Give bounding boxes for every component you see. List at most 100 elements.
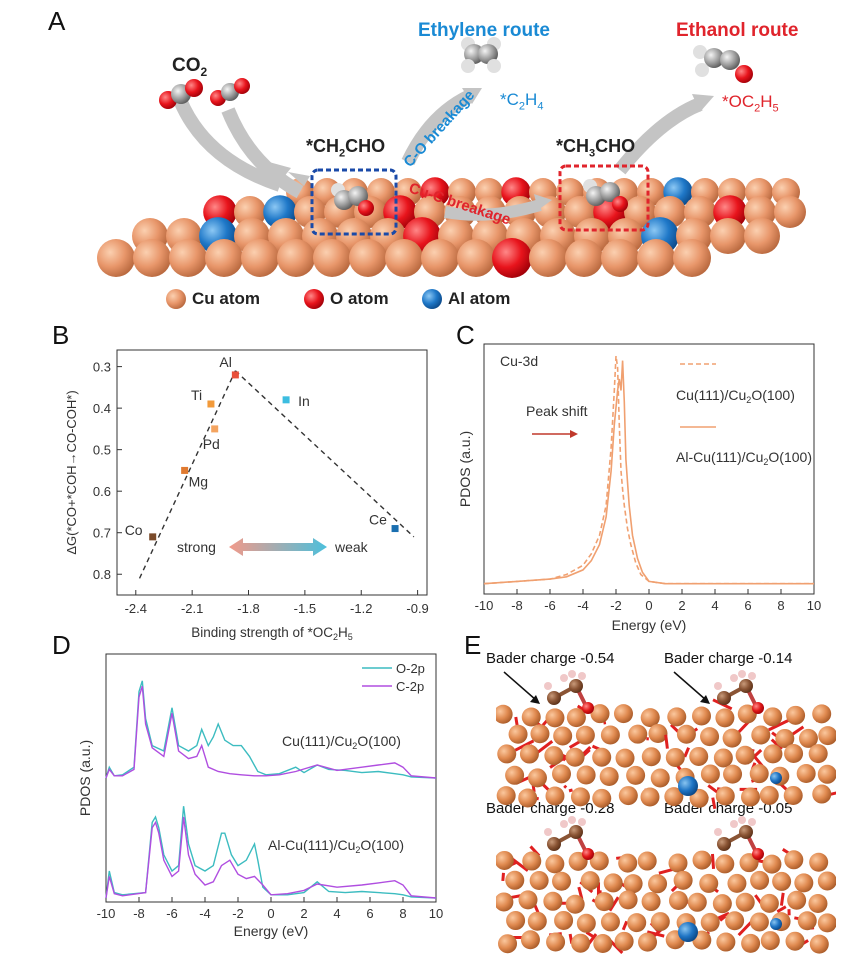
cu-atom [817, 764, 836, 784]
cu-atom [566, 708, 586, 728]
cu-atom [689, 746, 709, 766]
cu-atom [544, 746, 564, 766]
legend-label-c2p: C-2p [396, 679, 424, 694]
label-al-cu111: Al-Cu(111)/Cu2O(100) [268, 837, 404, 855]
cu-atom [812, 704, 832, 724]
cu-atom [529, 239, 567, 277]
cu-atom [506, 911, 526, 931]
cu-atom [505, 870, 525, 890]
o-bond [710, 853, 716, 870]
structure-4 [658, 816, 836, 954]
cu-atom [593, 933, 613, 953]
cu-atom [508, 724, 528, 744]
ethylene-route-title: Ethylene route [418, 20, 550, 41]
cu-atom [349, 239, 387, 277]
cu-atom [774, 196, 806, 228]
cu-atom [518, 890, 538, 910]
point-label-in: In [298, 393, 310, 409]
o-atom [752, 848, 764, 860]
cu-atom [725, 911, 745, 931]
cu-atom [623, 874, 643, 894]
ch3cho-molecule [583, 179, 628, 212]
cu-atom [615, 748, 635, 768]
cu-atom-legend-label: Cu atom [192, 289, 260, 308]
o-bond [514, 739, 535, 752]
c-atom [739, 825, 753, 839]
cu-atom [715, 854, 735, 874]
x-tick-label: -2 [232, 906, 244, 921]
x-tick-label: -1.2 [350, 601, 372, 616]
cu-atom [613, 704, 633, 724]
cu-atom [735, 745, 755, 765]
cu-atom [565, 747, 585, 767]
o-atom [582, 848, 594, 860]
pointer-arrow [503, 671, 537, 701]
o-bond [707, 784, 719, 794]
cu-atom [241, 239, 279, 277]
h-atom [748, 818, 756, 826]
cu-atom [759, 785, 779, 805]
pdos-series-2 [483, 360, 814, 585]
cu-atom [637, 851, 657, 871]
ethanol-route-title: Ethanol route [676, 20, 799, 41]
h-atom [560, 674, 568, 682]
h-atom [568, 670, 576, 678]
o-atom [492, 238, 532, 278]
x-axis-label: Binding strength of *OC2H5 [191, 625, 353, 640]
cu-atom [457, 239, 495, 277]
al-atom [770, 918, 782, 930]
cu-atom [687, 892, 707, 912]
o-bond [658, 867, 674, 875]
o-bond [501, 872, 505, 882]
label-cu111: Cu(111)/Cu2O(100) [282, 733, 401, 751]
cu-atom [592, 788, 612, 808]
cu-atom [796, 764, 816, 784]
cu-atom [618, 890, 638, 910]
cu-atom [626, 765, 646, 785]
x-tick-label: -2.1 [181, 601, 203, 616]
pointer-arrow [673, 671, 707, 701]
point-co [149, 533, 157, 541]
al-atom [770, 772, 782, 784]
x-axis-label: Energy (eV) [612, 617, 687, 633]
cu-atom [545, 708, 565, 728]
cu-atom [808, 893, 828, 913]
al-atom [678, 776, 698, 796]
point-in [282, 396, 290, 404]
cu-atom [496, 786, 516, 806]
co2-label: CO2 [172, 55, 208, 79]
x-tick-label: 8 [399, 906, 406, 921]
c-atom [547, 837, 561, 851]
cu-atom [798, 728, 818, 748]
ch3cho-label: *CH3CHO [556, 136, 636, 160]
h-atom [730, 674, 738, 682]
cu-atom [818, 726, 836, 746]
cu3d-title: Cu-3d [500, 353, 538, 369]
arrow-co2-1 [173, 97, 283, 192]
weak-label: weak [334, 539, 369, 555]
cu-atom [772, 871, 792, 891]
o-atom [582, 702, 594, 714]
cu-atom [545, 854, 565, 874]
cu-atom [700, 727, 720, 747]
o-bond [646, 930, 665, 938]
x-tick-label: -1.8 [237, 601, 259, 616]
c-atom [569, 679, 583, 693]
cu-atom [543, 891, 563, 911]
cu-atom [741, 933, 761, 953]
cu-atom [785, 931, 805, 951]
cu-atom [650, 768, 670, 788]
fit-line-2 [234, 370, 415, 538]
o-bond [768, 718, 790, 732]
cu-atom [641, 892, 661, 912]
cu-atom [817, 913, 836, 933]
structure-2 [664, 670, 836, 810]
o-atom [752, 702, 764, 714]
o-bond [585, 930, 596, 939]
h-atom [578, 818, 586, 826]
cu-atom [519, 744, 539, 764]
cu-atom [521, 707, 541, 727]
cu-atom [570, 787, 590, 807]
cu-atom [712, 894, 732, 914]
cu-atom [786, 705, 806, 725]
